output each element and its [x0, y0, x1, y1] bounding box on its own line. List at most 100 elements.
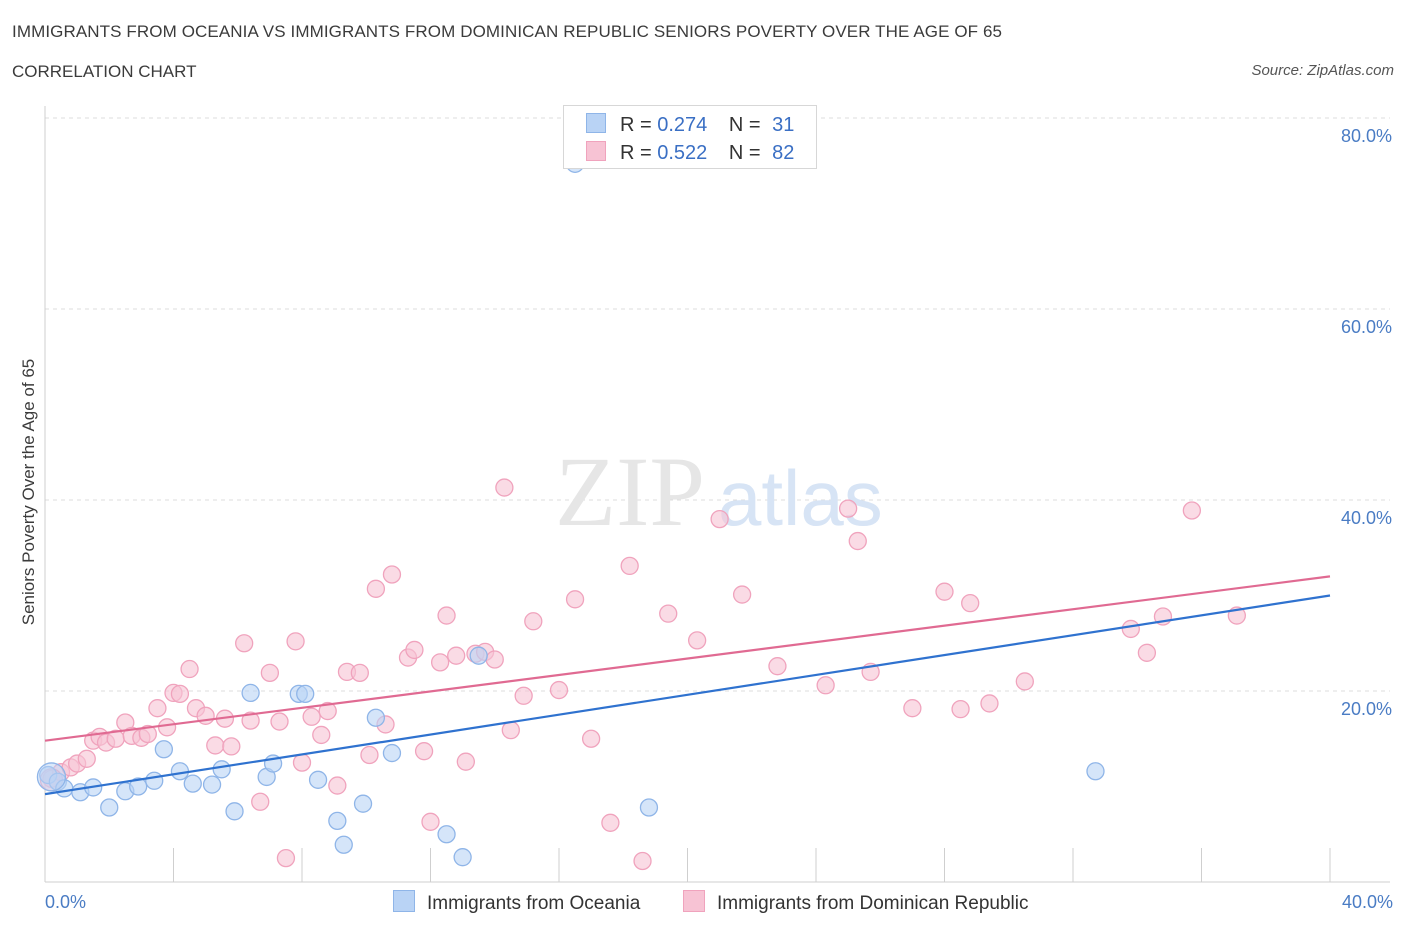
chart-title: IMMIGRANTS FROM OCEANIA VS IMMIGRANTS FR…: [12, 22, 1003, 41]
point-dominican: [980, 694, 999, 713]
point-dominican: [768, 657, 787, 676]
point-oceania: [225, 802, 244, 821]
point-dominican: [903, 699, 922, 718]
axes: [44, 106, 1390, 883]
point-dominican: [318, 701, 337, 721]
point-oceania: [366, 708, 386, 727]
point-dominican: [148, 699, 167, 718]
legend-swatch-dominican: [586, 141, 606, 161]
bottom-legend-dominican: Immigrants from Dominican Republic: [683, 890, 1029, 915]
point-oceania: [437, 825, 456, 844]
point-oceania: [183, 774, 202, 793]
point-dominican: [138, 724, 157, 744]
point-oceania: [212, 760, 231, 779]
bottom-legend-label-oceania: Immigrants from Oceania: [427, 893, 641, 914]
point-oceania: [639, 798, 659, 817]
point-oceania: [469, 646, 488, 665]
point-dominican: [235, 634, 254, 653]
point-dominican: [302, 707, 321, 726]
point-dominican: [292, 753, 312, 772]
legend-n-oceania: 31: [772, 114, 795, 136]
watermark-atlas: atlas: [718, 454, 883, 542]
point-dominican: [951, 699, 970, 719]
point-dominican: [241, 711, 260, 730]
legend-n-dominican: 82: [772, 142, 795, 164]
point-dominican: [456, 752, 475, 771]
point-oceania: [328, 811, 347, 831]
tick-labels: 20.0% 40.0% 60.0% 80.0% 0.0% 40.0%: [45, 126, 1393, 912]
point-oceania-cluster: [36, 762, 67, 792]
bottom-legend-swatch-oceania: [393, 890, 415, 912]
legend-r-label: R =: [620, 114, 652, 136]
point-oceania: [100, 798, 119, 817]
point-dominican: [350, 663, 369, 683]
watermark: ZIP atlas: [555, 436, 883, 547]
point-dominican: [206, 736, 225, 755]
point-dominican: [961, 593, 980, 613]
legend-row-dominican: R = 0.522 N = 82: [586, 141, 794, 165]
y-tick-label: 80.0%: [1341, 126, 1392, 146]
point-dominican: [581, 729, 601, 748]
trend-lines: [44, 575, 1331, 796]
point-dominican: [565, 590, 585, 609]
legend-r-oceania: 0.274: [657, 114, 708, 136]
correlation-legend: R = 0.274 N = 31 R = 0.522 N = 82: [563, 105, 817, 169]
point-oceania: [202, 775, 222, 794]
point-oceania: [154, 740, 174, 759]
point-oceania: [382, 743, 402, 763]
points-dominican-republic: [39, 478, 1246, 871]
point-oceania: [241, 683, 260, 703]
point-dominican: [935, 582, 954, 601]
watermark-zip: ZIP: [555, 436, 705, 547]
y-axis-label: Seniors Poverty Over the Age of 65: [19, 359, 38, 625]
point-dominican: [286, 632, 305, 651]
point-dominican: [485, 650, 504, 669]
point-dominican: [514, 686, 533, 705]
point-dominican: [421, 812, 440, 831]
legend-swatch-oceania: [586, 113, 606, 133]
y-tick-label: 60.0%: [1341, 317, 1392, 337]
point-dominican: [366, 579, 386, 598]
legend-n-label: N =: [728, 142, 761, 164]
point-dominican: [276, 848, 296, 868]
chart-subtitle: CORRELATION CHART: [12, 62, 197, 81]
point-dominican: [1182, 501, 1202, 520]
point-dominican: [270, 712, 289, 731]
point-dominican: [659, 604, 678, 623]
point-dominican: [1015, 672, 1034, 691]
point-dominican: [180, 659, 199, 679]
point-oceania: [308, 770, 328, 789]
point-dominican: [170, 684, 190, 704]
point-dominican: [157, 718, 177, 737]
trend-line-dominican: [44, 575, 1331, 742]
point-dominican: [1137, 643, 1157, 662]
point-dominican: [328, 776, 347, 795]
point-dominican: [601, 813, 620, 832]
point-dominican: [414, 742, 434, 761]
legend-r-dominican: 0.522: [657, 142, 708, 164]
source-credit: Source: ZipAtlas.com: [1251, 62, 1394, 79]
x-tick-label: 0.0%: [45, 892, 86, 912]
point-dominican: [437, 606, 456, 625]
point-oceania: [353, 794, 373, 813]
point-dominican: [447, 646, 466, 665]
point-dominican: [687, 631, 707, 650]
point-dominican: [524, 612, 543, 631]
bottom-legend-swatch-dominican: [683, 890, 705, 912]
points-oceania: [36, 154, 1105, 867]
point-dominican: [633, 851, 652, 871]
point-dominican: [1121, 619, 1140, 639]
point-dominican: [549, 680, 569, 700]
point-oceania: [129, 777, 148, 796]
point-dominican: [620, 556, 639, 576]
x-tick-label: 40.0%: [1342, 892, 1393, 912]
point-dominican: [405, 640, 424, 660]
point-dominican: [501, 721, 520, 740]
point-dominican: [382, 565, 402, 584]
bottom-legend-oceania: Immigrants from Oceania: [393, 890, 640, 915]
point-dominican: [360, 745, 379, 765]
legend-row-oceania: R = 0.274 N = 31: [586, 113, 794, 137]
point-oceania: [296, 684, 315, 704]
point-oceania: [145, 771, 164, 790]
